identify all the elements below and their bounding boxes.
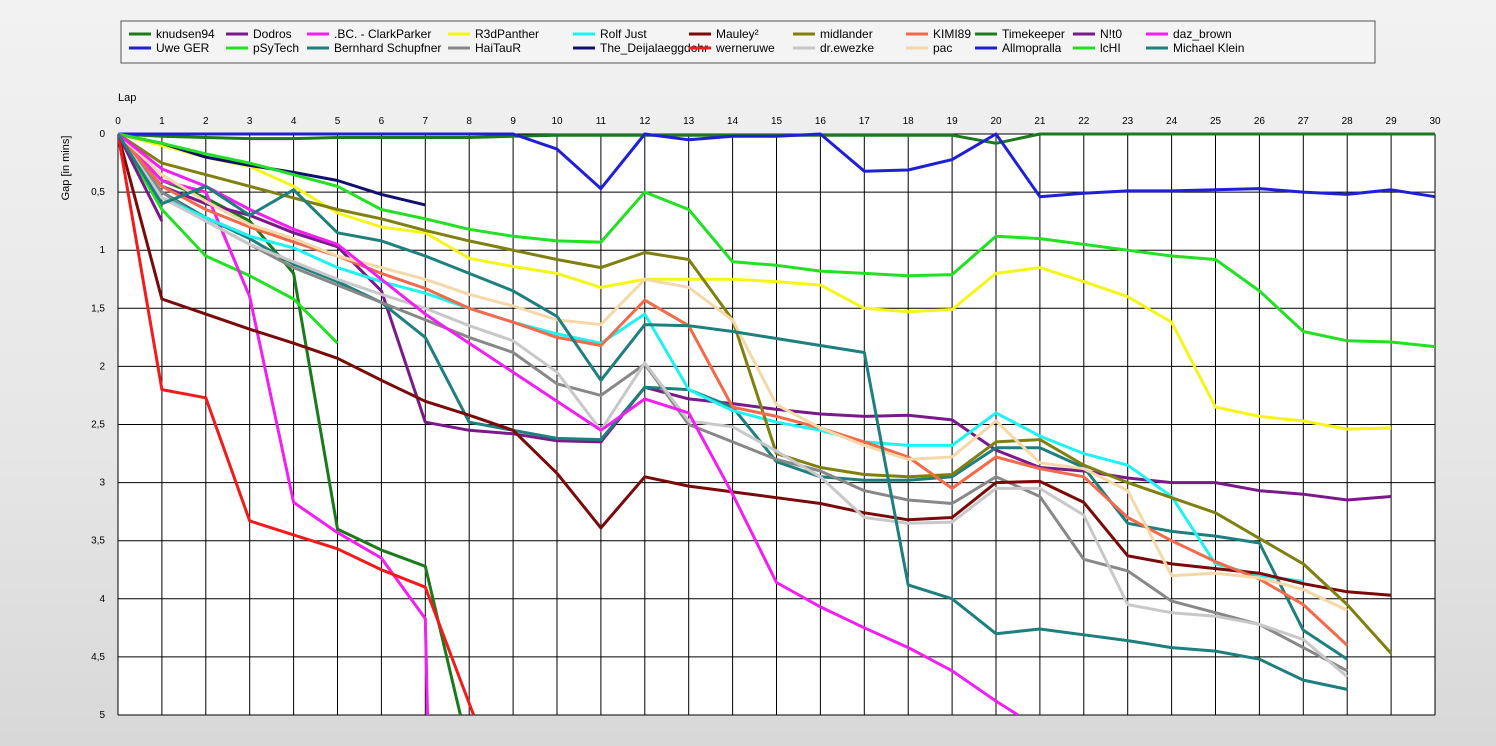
- legend-label-michael-klein: Michael Klein: [1173, 41, 1244, 55]
- legend-label-r3dpanther: R3dPanther: [475, 27, 539, 41]
- x-tick-label: 5: [335, 116, 341, 127]
- x-tick-label: 13: [683, 116, 695, 127]
- x-tick-label: 4: [291, 116, 297, 127]
- y-tick-label: 1: [99, 245, 105, 256]
- x-tick-label: 9: [510, 116, 516, 127]
- x-tick-label: 15: [771, 116, 783, 127]
- legend-label-pac: pac: [933, 41, 952, 55]
- series-line-knudsen94: [118, 132, 462, 715]
- x-axis-title: Lap: [118, 92, 136, 104]
- series-line-psytech: [118, 133, 339, 345]
- series-line-michael-klein: [118, 133, 1348, 691]
- x-tick-label: 10: [551, 116, 563, 127]
- legend-label-werneruwe: werneruwe: [715, 41, 775, 55]
- x-tick-label: 19: [947, 116, 959, 127]
- x-tick-label: 7: [423, 116, 429, 127]
- legend-label-bc-clarkparker: .BC. - ClarkParker: [334, 27, 431, 41]
- legend-label-mauley: Mauley²: [716, 27, 759, 41]
- series-line-werneruwe: [118, 133, 476, 715]
- y-axis-title: Gap [in mins]: [60, 136, 72, 201]
- legend-label-haitaur: HaiTauR: [475, 41, 521, 55]
- legend-label-knudsen94: knudsen94: [156, 27, 215, 41]
- x-tick-label: 18: [903, 116, 915, 127]
- series-line-lchi: [118, 132, 1436, 349]
- x-tick-label: 26: [1254, 116, 1266, 127]
- x-tick-label: 8: [466, 116, 472, 127]
- series-line-pac: [118, 132, 1348, 612]
- series-layer: [118, 132, 1436, 715]
- series-line-allmopralla: [118, 132, 1436, 199]
- series-line-dodros: [118, 133, 1392, 502]
- legend-label-dodros: Dodros: [253, 27, 292, 41]
- y-axis-ticks: 0 0,5 1 1,5 2 2,5 3 3,5 4 4,5 5: [91, 129, 105, 721]
- legend-label-dr-ewezke: dr.ewezke: [820, 41, 874, 55]
- x-tick-label: 11: [596, 116, 607, 127]
- y-tick-label: 3: [99, 478, 105, 489]
- legend-label-allmopralla: Allmopralla: [1002, 41, 1062, 55]
- series-line-rolf-just: [118, 133, 1304, 583]
- y-tick-label: 5: [99, 710, 105, 721]
- legend-label-midlander: midlander: [820, 27, 873, 41]
- x-tick-label: 30: [1429, 116, 1441, 127]
- y-tick-label: 0: [99, 129, 105, 140]
- legend-label-timekeeper: Timekeeper: [1002, 27, 1065, 41]
- x-tick-label: 24: [1166, 116, 1178, 127]
- y-tick-label: 1,5: [91, 303, 105, 314]
- legend-label-daz-brown: daz_brown: [1173, 27, 1232, 41]
- legend-label-uwe-ger: Uwe GER: [156, 41, 210, 55]
- series-line-daz-brown: [118, 132, 1019, 715]
- series-line-n-t0: [118, 133, 164, 222]
- series-line-midlander: [118, 132, 1393, 655]
- x-tick-label: 23: [1122, 116, 1134, 127]
- x-tick-label: 6: [379, 116, 385, 127]
- x-tick-label: 21: [1034, 116, 1046, 127]
- x-tick-label: 22: [1078, 116, 1090, 127]
- y-tick-label: 0,5: [91, 187, 105, 198]
- series-line-haitaur: [118, 133, 1348, 673]
- x-tick-label: 1: [159, 116, 165, 127]
- y-tick-label: 3,5: [91, 536, 105, 547]
- legend-label-n-t0: N!t0: [1100, 27, 1122, 41]
- x-tick-label: 3: [247, 116, 253, 127]
- legend-label-psytech: pSyTech: [253, 41, 299, 55]
- legend-label-kimi89: KIMI89: [933, 27, 971, 41]
- x-axis-ticks: 0 1 2 3 4 5 6 7 8 9 10 11 12 13 14 15 16 17 18 19 20 21 22 23 24…: [115, 116, 1441, 127]
- x-tick-label: 0: [115, 116, 121, 127]
- x-tick-label: 17: [859, 116, 871, 127]
- legend-label-lchi: lcHI: [1100, 41, 1121, 55]
- x-tick-label: 12: [639, 116, 651, 127]
- plot-area: 0 1 2 3 4 5 6 7 8 9 10 11 12 13 14 15 16 17 18 19 20 21 22 23 24…: [91, 116, 1441, 721]
- x-tick-label: 28: [1342, 116, 1354, 127]
- x-tick-label: 16: [815, 116, 827, 127]
- series-line-dr-ewezke: [118, 133, 1349, 678]
- legend-label-bernhard-schupfner: Bernhard Schupfner: [334, 41, 441, 55]
- legend-label-the-deijalaeggdohr: The_Deijalaeggdohr: [600, 41, 708, 55]
- y-tick-label: 4: [99, 594, 105, 605]
- x-tick-label: 29: [1386, 116, 1398, 127]
- y-tick-label: 2: [99, 361, 105, 372]
- x-tick-label: 2: [203, 116, 209, 127]
- series-line-mauley: [118, 133, 1392, 597]
- y-tick-label: 2,5: [91, 420, 105, 431]
- x-tick-label: 27: [1298, 116, 1310, 127]
- y-tick-label: 4,5: [91, 652, 105, 663]
- legend-box: [120, 20, 1376, 64]
- x-tick-label: 14: [727, 116, 739, 127]
- legend-label-rolf-just: Rolf Just: [600, 27, 647, 41]
- x-tick-label: 20: [990, 116, 1002, 127]
- x-tick-label: 25: [1210, 116, 1222, 127]
